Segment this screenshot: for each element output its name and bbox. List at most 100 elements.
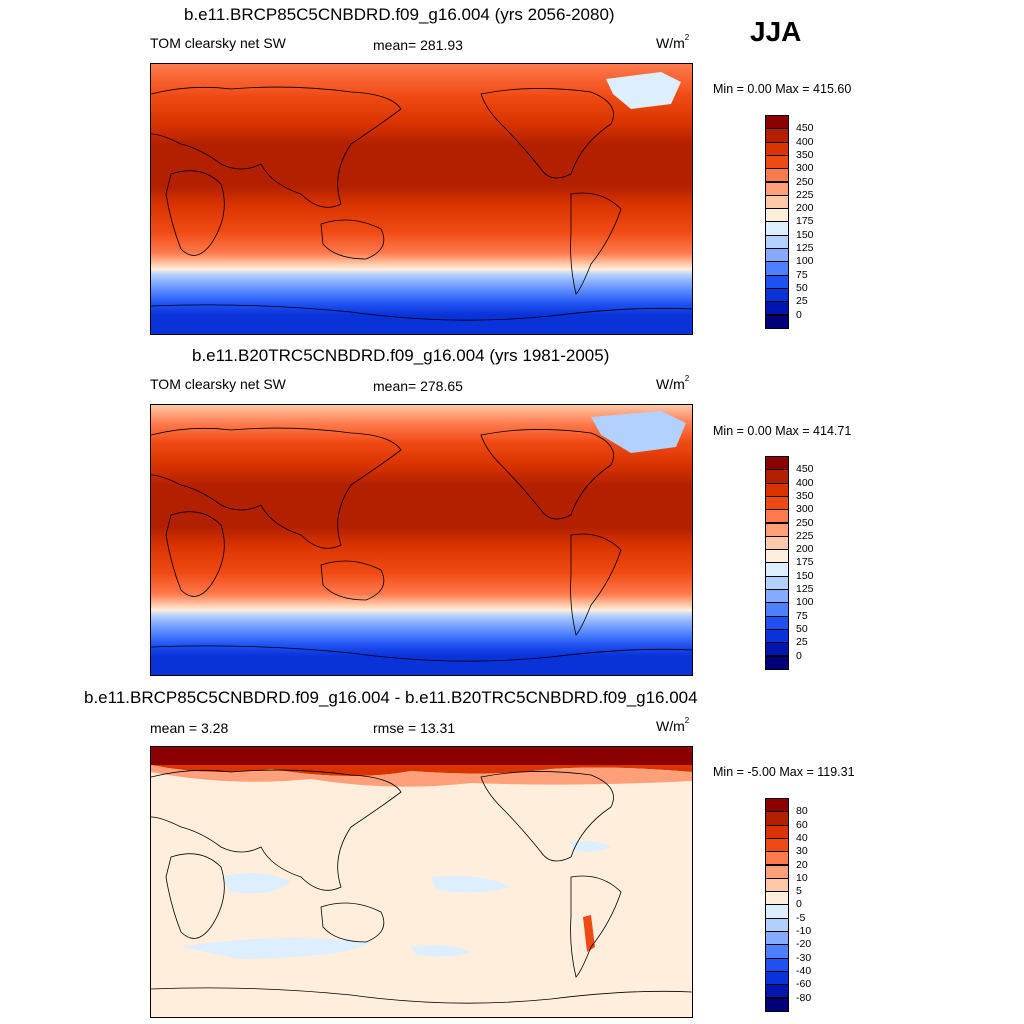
colorbar-tick-label: 175 — [796, 215, 814, 228]
coast-antarctica-2 — [151, 645, 692, 662]
colorbar-tick-label: 100 — [796, 255, 814, 268]
greenland-ice — [606, 72, 681, 109]
greenland-ice-2 — [591, 411, 686, 453]
colorbar-tick-label: 20 — [796, 858, 808, 871]
panel-3-map — [150, 746, 693, 1018]
colorbar-tick-label: 75 — [796, 268, 808, 281]
colorbar-swatch — [765, 997, 789, 1012]
colorbar-swatch — [765, 221, 789, 236]
colorbar-tick-label: 200 — [796, 202, 814, 215]
panel-2-title: b.e11.B20TRC5CNBDRD.f09_g16.004 (yrs 198… — [192, 346, 610, 365]
coast-south-america-2 — [570, 533, 622, 636]
coast-eurasia-2 — [151, 427, 402, 549]
colorbar-tick-label: 225 — [796, 188, 814, 201]
colorbar-swatch — [765, 984, 789, 999]
panel-1-map-svg — [151, 64, 692, 334]
colorbar-swatch — [765, 287, 789, 303]
colorbar-tick-label: 250 — [796, 175, 814, 188]
colorbar-tick-label: 100 — [796, 596, 814, 609]
panel-3-map-svg — [151, 747, 692, 1017]
colorbar-tick-label: 300 — [796, 503, 814, 516]
colorbar-swatch — [765, 234, 789, 249]
colorbar-tick-label: 0 — [796, 308, 802, 321]
coast-south-america — [570, 192, 622, 295]
colorbar-tick-label: 175 — [796, 556, 814, 569]
colorbar-tick-label: 80 — [796, 805, 808, 818]
colorbar-swatch — [765, 642, 789, 657]
colorbar-swatch — [765, 469, 789, 484]
blue-patch-3 — [181, 938, 371, 959]
colorbar-swatch — [765, 522, 789, 537]
colorbar-tick-label: 400 — [796, 135, 814, 148]
blue-patch-4 — [411, 945, 471, 957]
colorbar-tick-label: -60 — [796, 978, 812, 991]
colorbar-swatch — [765, 837, 789, 853]
colorbar-swatch — [765, 970, 789, 986]
panel-2-map-svg — [151, 405, 692, 675]
coast-africa — [165, 170, 225, 256]
colorbar-swatch — [765, 864, 789, 879]
colorbar-swatch — [765, 589, 789, 604]
colorbar-swatch — [765, 891, 789, 906]
colorbar-tick-label: -30 — [796, 951, 812, 964]
panel-2-units: W/m2 — [656, 374, 690, 392]
colorbar-swatch — [765, 628, 789, 644]
colorbar-swatch — [765, 549, 789, 564]
colorbar-swatch — [765, 615, 789, 630]
colorbar-tick-label: 10 — [796, 871, 808, 884]
colorbar-swatch — [765, 562, 789, 577]
colorbar-tick-label: -20 — [796, 938, 812, 951]
colorbar-swatch — [765, 208, 789, 223]
colorbar-swatch — [765, 824, 789, 839]
colorbar-swatch — [765, 168, 789, 183]
coast-antarctica — [151, 304, 692, 321]
colorbar-swatch — [765, 314, 789, 329]
colorbar-tick-label: 450 — [796, 122, 814, 135]
panel-2-mean: mean= 278.65 — [373, 378, 463, 394]
coast-australia-2 — [320, 560, 385, 601]
coast-north-america-3 — [480, 771, 614, 862]
colorbar-swatch — [765, 261, 789, 276]
colorbar-swatch — [765, 181, 789, 196]
colorbar-tick-label: 200 — [796, 543, 814, 556]
panel-1-minmax: Min = 0.00 Max = 415.60 — [713, 82, 852, 96]
colorbar-tick-label: 40 — [796, 831, 808, 844]
coast-australia — [320, 219, 385, 260]
colorbar-swatch — [765, 798, 789, 813]
colorbar-swatch — [765, 931, 789, 946]
colorbar-tick-label: 75 — [796, 609, 808, 622]
panel-3-units: W/m2 — [656, 716, 690, 734]
colorbar-swatch — [765, 877, 789, 893]
colorbar-tick-label: -5 — [796, 911, 806, 924]
colorbar-swatch — [765, 248, 789, 263]
colorbar-tick-label: 25 — [796, 636, 808, 649]
colorbar-tick-label: 0 — [796, 898, 802, 911]
colorbar-tick-label: 0 — [796, 649, 802, 662]
blue-patch-1 — [221, 873, 291, 894]
panel-1-variable: TOM clearsky net SW — [150, 35, 286, 51]
colorbar-tick-label: 50 — [796, 622, 808, 635]
season-label: JJA — [750, 16, 802, 47]
colorbar-tick-label: 350 — [796, 148, 814, 161]
colorbar-swatch — [765, 851, 789, 866]
coast-north-america-2 — [480, 429, 614, 520]
coast-antarctica-3 — [151, 987, 692, 1004]
colorbar-swatch — [765, 495, 789, 511]
colorbar-swatch — [765, 154, 789, 170]
colorbar-tick-label: -40 — [796, 964, 812, 977]
colorbar-swatch — [765, 944, 789, 959]
colorbar-swatch — [765, 575, 789, 590]
panel-1-mean: mean= 281.93 — [373, 37, 463, 53]
colorbar-tick-label: 350 — [796, 489, 814, 502]
arctic-band — [151, 765, 692, 777]
colorbar-swatch — [765, 141, 789, 156]
colorbar-swatch — [765, 509, 789, 524]
panel-3-rmse: rmse = 13.31 — [373, 720, 456, 736]
colorbar-tick-label: 5 — [796, 885, 802, 898]
colorbar-swatch — [765, 957, 789, 972]
panel-2-variable: TOM clearsky net SW — [150, 376, 286, 392]
colorbar-tick-label: -80 — [796, 991, 812, 1004]
panel-3-mean: mean = 3.28 — [150, 720, 229, 736]
colorbar-swatch — [765, 115, 789, 130]
panel-2-minmax: Min = 0.00 Max = 414.71 — [713, 424, 852, 438]
